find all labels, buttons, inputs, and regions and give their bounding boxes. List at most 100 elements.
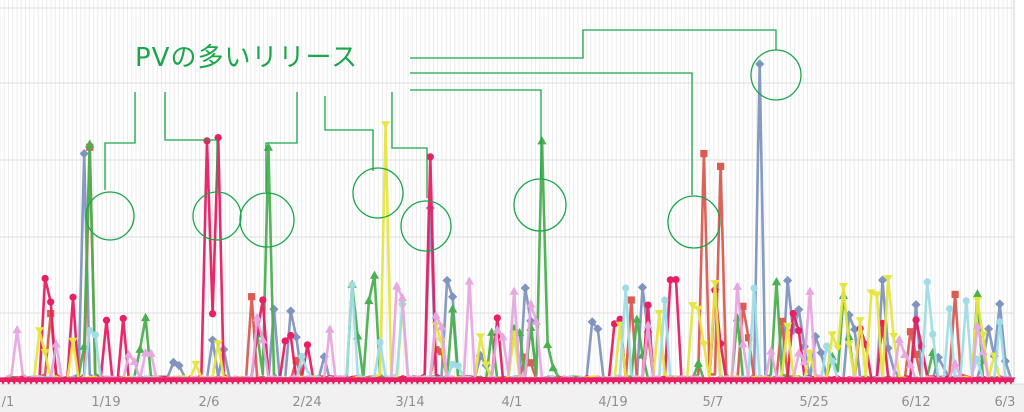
marker-triangle-down bbox=[889, 332, 899, 341]
marker-triangle-down bbox=[833, 344, 843, 352]
marker-triangle-up bbox=[140, 348, 151, 357]
marker-diamond bbox=[174, 360, 184, 371]
marker-diamond bbox=[783, 275, 793, 286]
marker-triangle-up bbox=[978, 346, 988, 356]
marker-triangle-up bbox=[972, 289, 983, 298]
marker-circle bbox=[298, 352, 306, 361]
marker-triangle-down bbox=[805, 349, 815, 357]
marker-circle bbox=[672, 276, 680, 284]
marker-circle bbox=[303, 341, 312, 349]
x-tick-label: 2/6 bbox=[199, 395, 220, 410]
marker-triangle-down bbox=[883, 274, 893, 283]
marker-circle bbox=[750, 284, 758, 292]
marker-triangle-up bbox=[369, 270, 380, 279]
marker-triangle-up bbox=[252, 312, 262, 322]
marker-diamond bbox=[593, 324, 603, 334]
marker-triangle-up bbox=[531, 316, 541, 326]
marker-triangle-up bbox=[397, 292, 407, 302]
marker-triangle-down bbox=[844, 341, 854, 349]
marker-triangle-down bbox=[381, 121, 391, 129]
marker-triangle-up bbox=[12, 325, 22, 334]
marker-triangle-down bbox=[978, 331, 988, 339]
marker-square bbox=[906, 328, 915, 336]
marker-triangle-up bbox=[900, 349, 910, 358]
marker-square bbox=[627, 296, 635, 304]
marker-triangle-up bbox=[258, 335, 268, 344]
marker-circle bbox=[426, 153, 434, 161]
marker-circle bbox=[281, 337, 289, 345]
marker-triangle-down bbox=[972, 296, 983, 305]
marker-triangle-down bbox=[475, 333, 486, 341]
marker-circle bbox=[616, 315, 624, 323]
marker-diamond bbox=[168, 357, 179, 367]
marker-triangle-down bbox=[34, 327, 45, 335]
marker-circle bbox=[666, 276, 674, 284]
marker-circle bbox=[661, 296, 669, 304]
leader-line bbox=[410, 29, 777, 59]
x-tick-label: /1 bbox=[2, 395, 15, 410]
marker-circle bbox=[945, 305, 954, 313]
marker-triangle-up bbox=[794, 348, 804, 357]
marker-triangle-up bbox=[124, 349, 134, 358]
marker-triangle-down bbox=[481, 361, 491, 369]
marker-triangle-down bbox=[213, 340, 223, 348]
marker-triangle-up bbox=[738, 339, 748, 348]
marker-triangle-up bbox=[766, 346, 776, 355]
marker-triangle-up bbox=[805, 286, 815, 295]
marker-circle bbox=[493, 314, 501, 322]
leader-line bbox=[410, 89, 542, 178]
marker-circle bbox=[823, 342, 831, 350]
marker-triangle-up bbox=[771, 277, 782, 286]
leader-line bbox=[410, 72, 693, 195]
marker-triangle-up bbox=[487, 327, 497, 336]
annotation-title: PVの多いリリース bbox=[135, 43, 358, 73]
marker-circle bbox=[996, 318, 1004, 326]
marker-diamond bbox=[587, 317, 597, 327]
marker-circle bbox=[449, 360, 457, 369]
marker-square bbox=[527, 359, 535, 367]
marker-diamond bbox=[816, 348, 826, 358]
marker-triangle-up bbox=[392, 281, 402, 290]
marker-diamond bbox=[933, 352, 943, 363]
marker-triangle-up bbox=[498, 332, 508, 341]
marker-diamond bbox=[291, 332, 301, 342]
marker-circle bbox=[69, 293, 77, 301]
marker-triangle-up bbox=[431, 310, 441, 319]
marker-triangle-down bbox=[693, 305, 703, 314]
marker-circle bbox=[102, 316, 111, 324]
marker-triangle-down bbox=[827, 331, 837, 339]
marker-diamond bbox=[520, 283, 530, 293]
marker-triangle-down bbox=[688, 302, 698, 310]
marker-diamond bbox=[637, 282, 648, 292]
highlight-circle bbox=[192, 191, 242, 241]
marker-square bbox=[717, 162, 725, 170]
marker-diamond bbox=[794, 304, 804, 315]
marker-circle bbox=[454, 362, 462, 370]
x-axis: /1 1/19 2/6 2/24 3/14 4/1 4/19 5/7 5/25 6/12 6/3 bbox=[2, 395, 1016, 410]
marker-triangle-up bbox=[325, 324, 335, 333]
marker-diamond bbox=[995, 299, 1005, 309]
marker-circle bbox=[923, 278, 931, 286]
marker-circle bbox=[259, 296, 267, 304]
marker-circle bbox=[376, 338, 384, 346]
marker-triangle-up bbox=[464, 276, 474, 285]
baseline-markers bbox=[0, 377, 1016, 385]
marker-square bbox=[744, 334, 753, 342]
marker-square bbox=[951, 290, 959, 298]
marker-triangle-up bbox=[972, 321, 983, 330]
marker-circle bbox=[86, 326, 94, 335]
x-axis-band bbox=[0, 384, 1024, 412]
marker-circle bbox=[287, 331, 295, 340]
marker-diamond bbox=[911, 300, 921, 310]
annotation-layer bbox=[85, 29, 802, 252]
highlight-circle bbox=[750, 49, 802, 101]
marker-square bbox=[778, 317, 786, 325]
marker-circle bbox=[912, 316, 920, 324]
marker-diamond bbox=[448, 292, 458, 302]
marker-triangle-up bbox=[905, 360, 916, 369]
marker-triangle-up bbox=[448, 304, 458, 313]
highlight-circle bbox=[352, 167, 404, 219]
marker-triangle-down bbox=[40, 349, 50, 357]
x-tick-label: 5/7 bbox=[703, 395, 724, 410]
marker-triangle-up bbox=[140, 312, 151, 322]
